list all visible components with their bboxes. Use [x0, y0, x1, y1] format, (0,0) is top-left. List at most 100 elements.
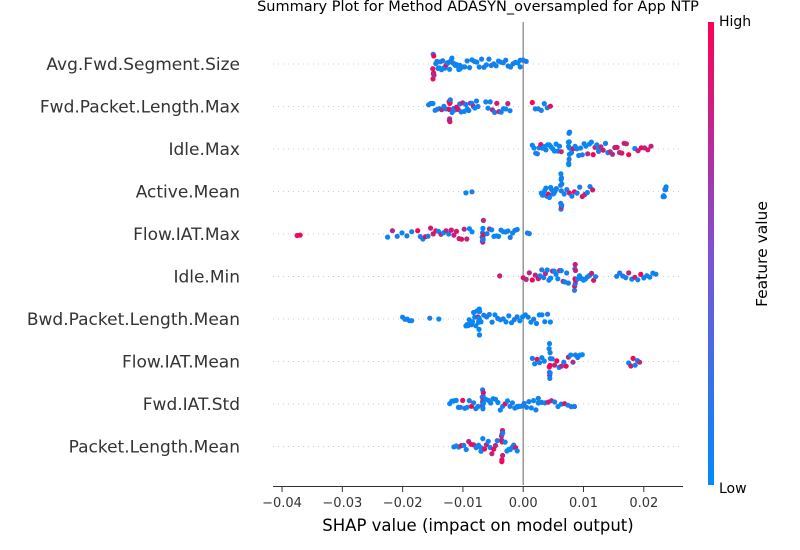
data-point: [474, 59, 480, 65]
data-point: [547, 375, 553, 381]
data-point: [590, 187, 596, 193]
data-point: [478, 319, 484, 325]
data-point: [526, 270, 532, 276]
data-point: [463, 190, 469, 196]
data-point: [514, 314, 520, 320]
data-point: [521, 400, 527, 407]
feature-label: Flow.IAT.Max: [133, 225, 240, 245]
data-point: [541, 358, 547, 364]
data-point: [628, 363, 634, 369]
feature-label: Avg.Fwd.Segment.Size: [46, 55, 240, 75]
data-point: [399, 230, 405, 236]
data-point: [541, 101, 547, 107]
data-point: [553, 271, 559, 277]
data-point: [497, 407, 503, 413]
data-point: [440, 58, 446, 64]
data-point: [476, 332, 483, 338]
data-point: [466, 398, 472, 404]
data-point: [431, 53, 437, 59]
data-point: [585, 151, 591, 157]
data-point: [529, 99, 535, 106]
x-tick-label: 0.02: [629, 496, 658, 511]
data-point: [546, 346, 552, 352]
data-point: [609, 151, 616, 157]
data-point: [547, 350, 553, 356]
data-point: [469, 319, 476, 325]
data-point: [554, 358, 560, 364]
data-point: [547, 362, 553, 368]
data-point: [509, 400, 515, 406]
data-point: [463, 446, 469, 453]
data-point: [461, 226, 467, 232]
data-point: [394, 233, 400, 239]
data-point: [533, 320, 540, 327]
data-point: [469, 229, 475, 235]
data-point: [500, 452, 506, 459]
data-point: [577, 184, 583, 190]
data-point: [492, 442, 499, 449]
data-point: [489, 227, 495, 233]
data-point: [547, 370, 553, 376]
x-tick-label: −0.01: [443, 496, 483, 511]
data-point: [430, 66, 436, 72]
data-point: [389, 228, 395, 234]
data-point: [543, 185, 549, 191]
data-point: [571, 403, 578, 410]
data-point: [589, 270, 595, 276]
data-point: [480, 436, 486, 442]
data-point: [536, 360, 543, 366]
data-point: [571, 287, 578, 293]
data-point: [499, 457, 505, 463]
data-point: [568, 352, 574, 358]
data-point: [558, 171, 564, 177]
data-point: [566, 156, 572, 162]
data-point: [596, 148, 602, 154]
data-point: [485, 438, 491, 444]
data-point: [648, 143, 654, 149]
data-point: [487, 99, 493, 105]
data-point: [593, 274, 599, 280]
data-point: [503, 57, 509, 63]
data-point: [558, 268, 564, 274]
data-point: [579, 352, 585, 358]
data-point: [464, 236, 470, 242]
data-point: [503, 319, 509, 325]
data-point: [463, 101, 469, 107]
data-point: [533, 407, 539, 413]
data-point: [542, 319, 548, 325]
data-point: [461, 442, 467, 448]
data-point: [614, 144, 620, 150]
data-point: [637, 359, 643, 365]
data-point: [558, 363, 565, 369]
data-point: [430, 100, 436, 107]
data-point: [482, 446, 488, 452]
data-point: [525, 314, 531, 320]
feature-label: Fwd.Packet.Length.Max: [40, 98, 240, 118]
data-point: [572, 267, 579, 274]
data-point: [556, 143, 563, 149]
data-point: [577, 145, 584, 151]
data-point: [561, 359, 567, 365]
data-point: [545, 311, 551, 317]
data-point: [539, 267, 545, 273]
data-point: [476, 326, 482, 332]
data-point: [600, 147, 606, 153]
data-point: [638, 271, 644, 277]
colorbar: [708, 22, 714, 485]
data-point: [446, 231, 452, 237]
data-point: [558, 149, 564, 155]
data-point: [566, 162, 572, 168]
data-point: [529, 277, 535, 283]
data-point: [552, 399, 558, 405]
data-point: [663, 184, 669, 190]
data-point: [523, 276, 529, 282]
x-axis-ticks: −0.04 −0.03 −0.02 −0.01 0.00 0.01 0.02: [262, 487, 658, 511]
data-point: [496, 233, 502, 239]
data-point: [623, 275, 629, 281]
data-point: [460, 397, 466, 403]
x-tick-label: −0.04: [262, 496, 302, 511]
data-point: [517, 64, 523, 70]
data-point: [451, 232, 457, 238]
data-point: [543, 147, 549, 153]
data-point: [506, 313, 512, 319]
